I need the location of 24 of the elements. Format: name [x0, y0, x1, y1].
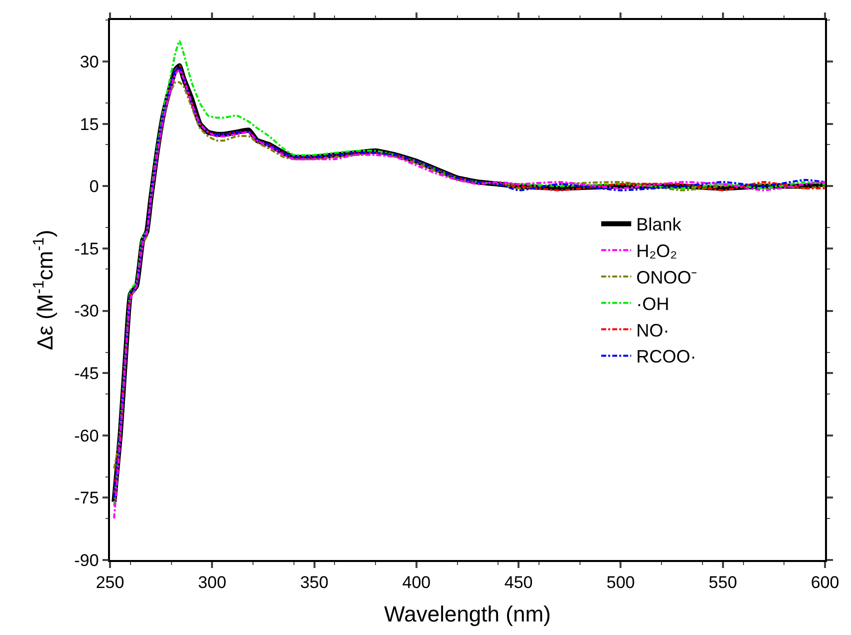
x-tick-label: 550: [708, 573, 738, 592]
x-tick-label: 250: [96, 573, 124, 592]
y-tick-label: -90: [74, 550, 99, 570]
x-tick-label: 600: [810, 573, 840, 592]
y-tick-label: -45: [74, 364, 99, 384]
x-tick-label: 500: [606, 573, 635, 592]
x-tick-label: 350: [300, 573, 328, 592]
legend-label: H₂O₂: [636, 241, 678, 262]
y-tick-label: -15: [74, 239, 99, 258]
x-axis-title: Wavelength (nm): [384, 602, 551, 627]
y-tick-label: 15: [80, 114, 99, 134]
y-tick-label: -30: [74, 302, 99, 321]
legend-label: ONOO⁻: [636, 268, 698, 288]
y-tick-label: 30: [80, 52, 99, 72]
legend-label: RCOO·: [636, 346, 696, 367]
x-tick-label: 400: [402, 573, 431, 592]
legend-label: Blank: [636, 214, 682, 235]
legend-label: ·OH: [636, 294, 670, 314]
y-tick-label: 0: [89, 177, 99, 196]
legend-label: NO·: [636, 320, 670, 340]
y-tick-label: -60: [74, 426, 99, 446]
x-tick-label: 300: [198, 573, 226, 592]
x-tick-label: 450: [504, 573, 533, 592]
y-tick-label: -75: [74, 488, 99, 508]
